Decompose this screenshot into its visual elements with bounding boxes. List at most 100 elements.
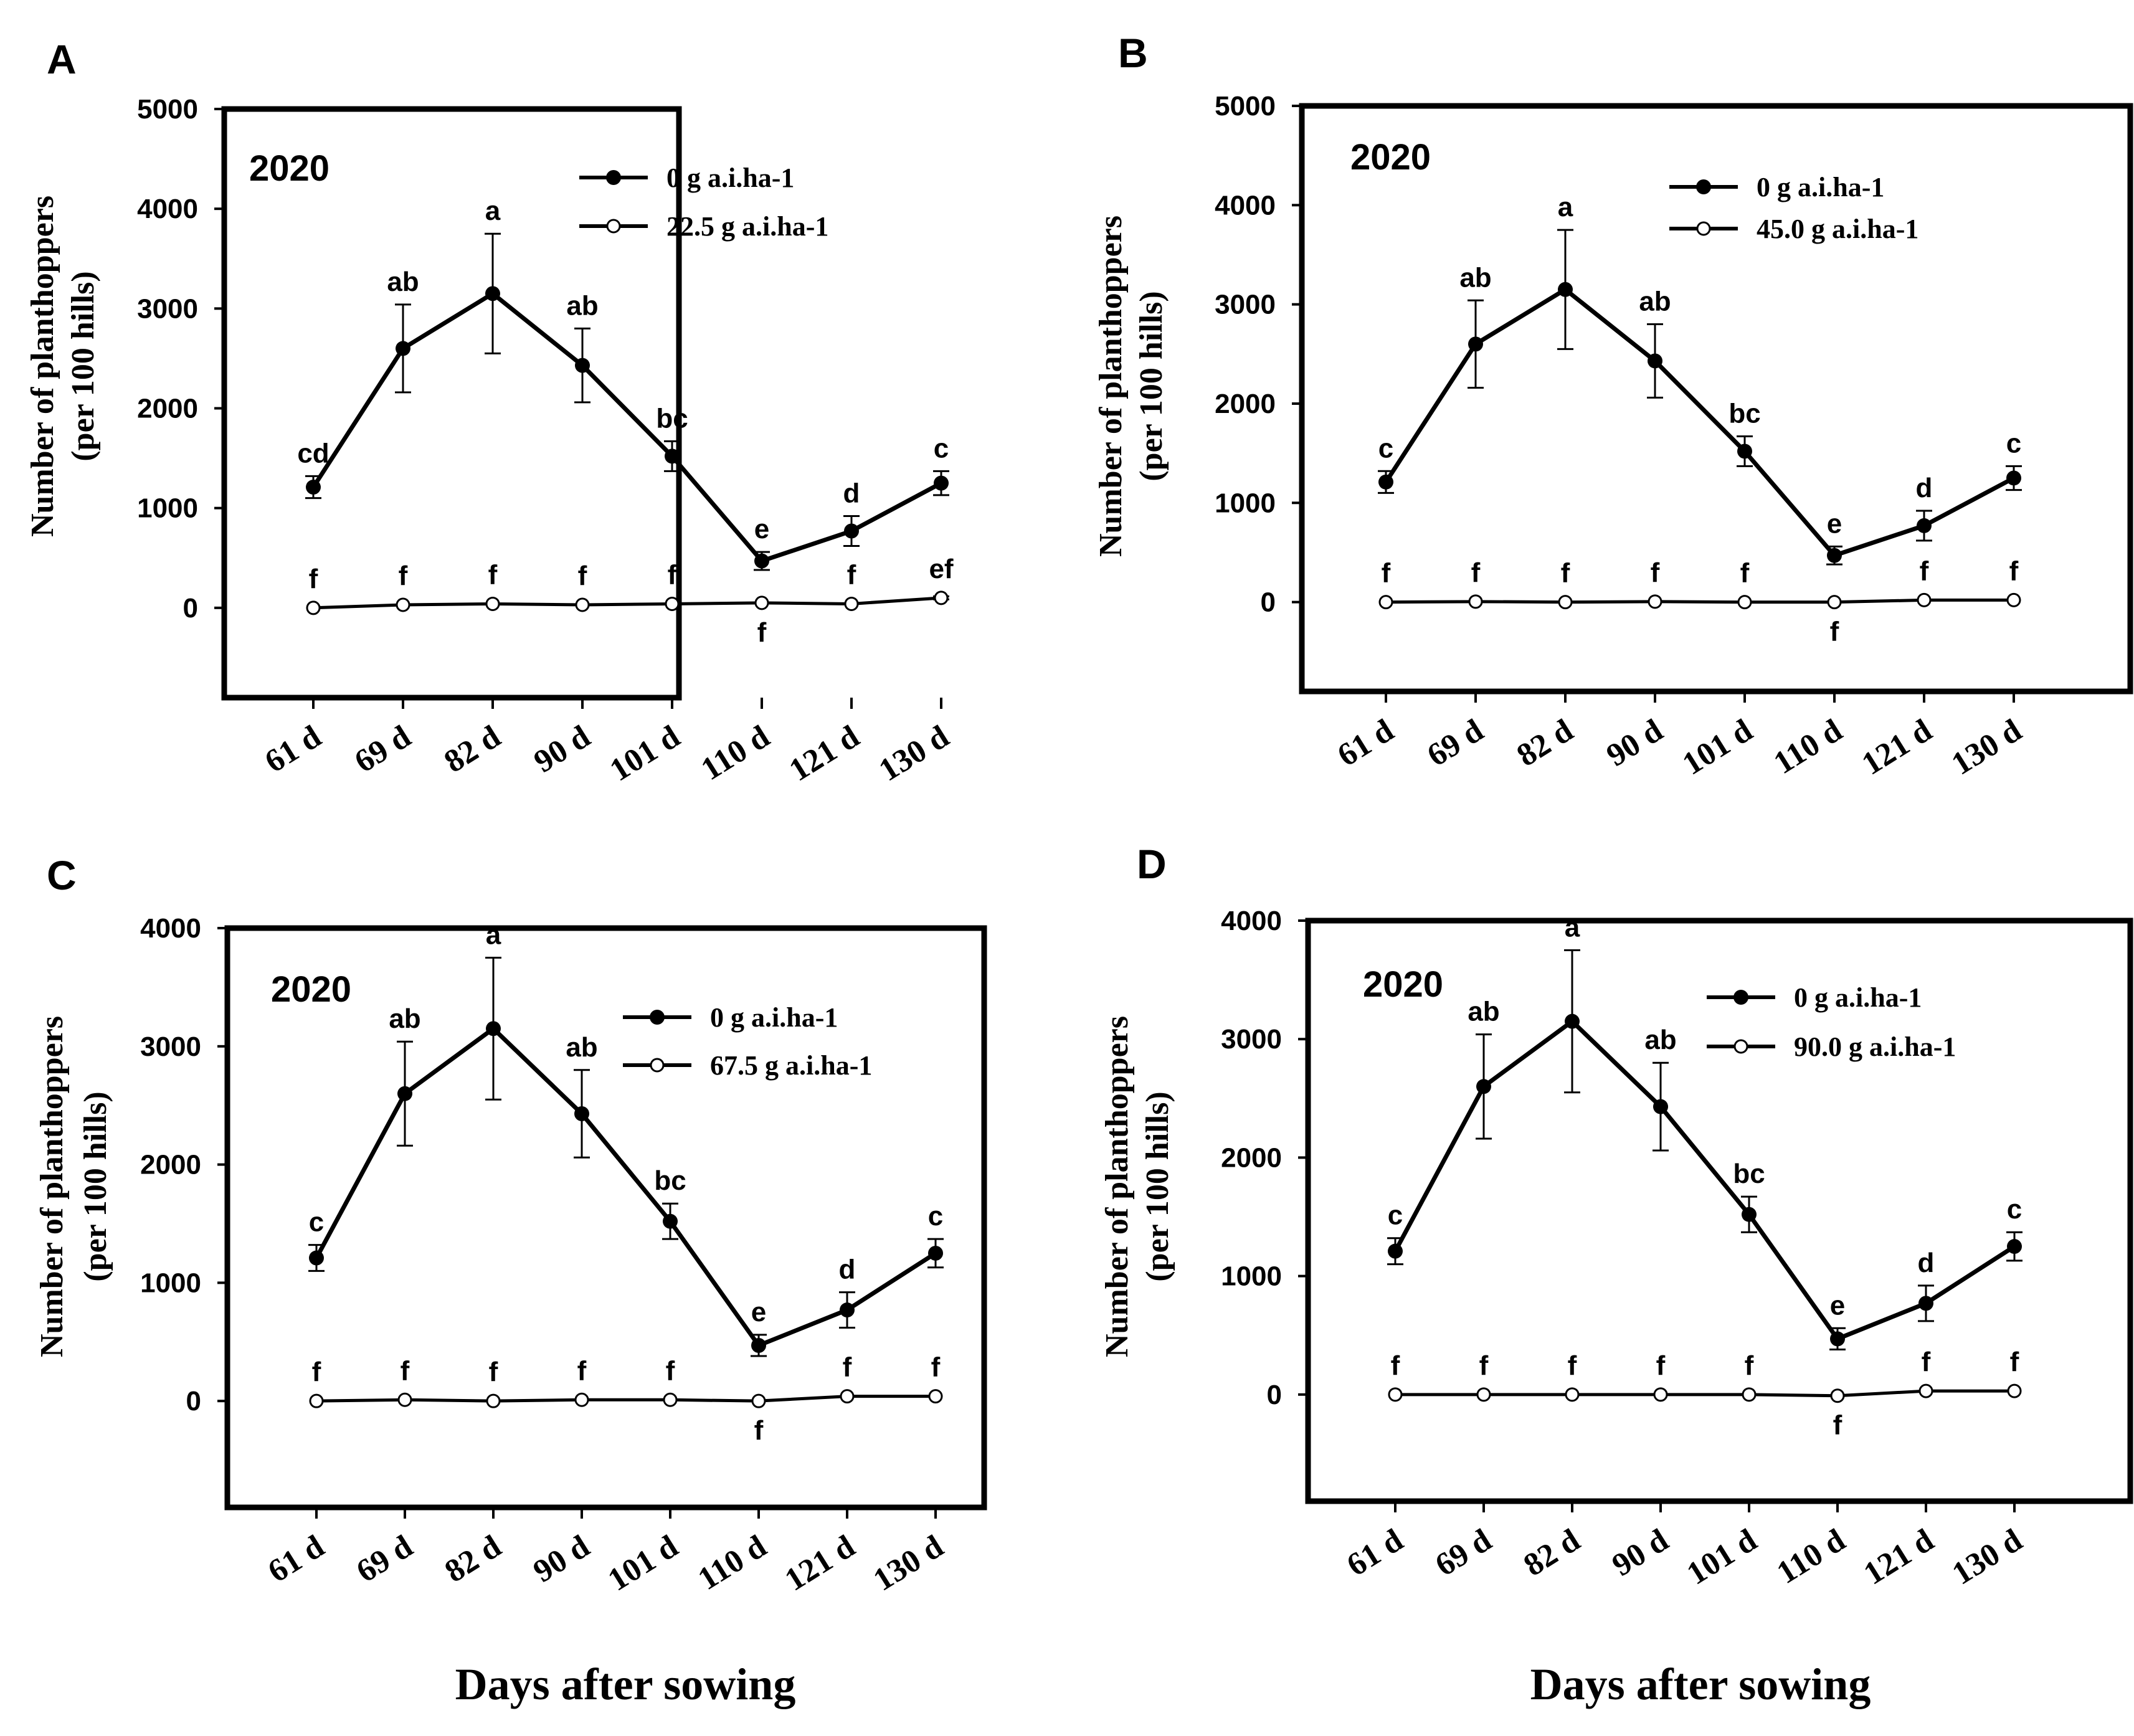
significance-letter: c xyxy=(2006,428,2021,458)
x-tick-label: 61 d xyxy=(262,1529,331,1590)
plot-frame xyxy=(224,925,987,1511)
series-line-control xyxy=(314,1025,937,1349)
data-point-open xyxy=(1917,592,1932,607)
y-tick-label: 1000 xyxy=(1221,1261,1282,1292)
y-tick-label: 2000 xyxy=(1215,389,1276,419)
significance-letter: a xyxy=(486,919,501,950)
series-line-treatment xyxy=(316,1395,936,1403)
data-point-filled xyxy=(1742,1207,1757,1222)
chart-panel-a: A 0 1000 2000 3000 4000 5000 61 d 69 d 82 d 90 d 10… xyxy=(25,36,955,789)
x-tick-label: 69 d xyxy=(349,719,417,780)
significance-letter: e xyxy=(1827,508,1842,539)
x-tick-label: 130 d xyxy=(1945,713,2027,782)
x-tick-label: 101 d xyxy=(602,1529,684,1598)
significance-letter: d xyxy=(839,1255,856,1285)
data-point-filled xyxy=(2007,1239,2022,1255)
data-point-filled xyxy=(1558,282,1573,297)
chart-panel-b: B 0 1000 2000 3000 4000 5000 61 d 69 d 82 d 90 d 10… xyxy=(1093,30,2133,782)
data-point-filled xyxy=(1648,353,1662,369)
significance-letter: ab xyxy=(1639,287,1671,317)
significance-letter: bc xyxy=(1729,399,1760,429)
legend-marker-filled xyxy=(1696,179,1711,194)
data-point-open xyxy=(397,1392,412,1407)
data-point-open xyxy=(665,596,680,611)
significance-letter: f xyxy=(1382,558,1391,589)
legend-label: 67.5 g a.i.ha-1 xyxy=(710,1050,872,1081)
data-point-open xyxy=(1918,1383,1933,1398)
y-tick-label: 0 xyxy=(186,1386,201,1416)
y-axis-title: Number of planthoppers xyxy=(34,1016,70,1357)
significance-letter: cd xyxy=(297,438,329,468)
x-tick-label: 121 d xyxy=(1856,713,1938,782)
legend-marker-open xyxy=(606,219,621,234)
significance-letter: bc xyxy=(654,1165,686,1196)
data-point-open xyxy=(2006,592,2021,607)
data-point-filled xyxy=(1476,1079,1491,1094)
panel-letter: D xyxy=(1137,841,1167,887)
data-point-open xyxy=(485,596,500,611)
data-point-open xyxy=(2007,1383,2022,1398)
significance-letter: c xyxy=(2007,1194,2022,1225)
significance-letter: f xyxy=(1922,1347,1931,1377)
y-tick-label: 4000 xyxy=(1215,190,1276,221)
x-tick-label: 61 d xyxy=(1341,1522,1410,1583)
data-point-open xyxy=(309,1393,324,1408)
y-axis-subtitle: (per 100 hills) xyxy=(1140,1091,1175,1281)
significance-letter: ab xyxy=(1644,1025,1676,1055)
significance-letter: ab xyxy=(1468,997,1499,1027)
significance-letter: e xyxy=(754,514,769,544)
data-point-filled xyxy=(928,1245,943,1261)
significance-letter: f xyxy=(1471,557,1481,588)
data-point-filled xyxy=(397,1086,412,1101)
y-tick-label: 4000 xyxy=(137,194,198,224)
data-point-open xyxy=(1648,594,1662,609)
data-point-open xyxy=(1653,1387,1668,1402)
data-point-open xyxy=(1388,1387,1403,1402)
series-line-treatment xyxy=(1385,598,2014,604)
legend-label: 0 g a.i.ha-1 xyxy=(710,1002,838,1033)
data-point-filled xyxy=(1565,1013,1580,1029)
plot-frame xyxy=(1305,918,2133,1504)
significance-letter: f xyxy=(847,559,856,590)
y-tick-label: 0 xyxy=(183,593,198,624)
data-point-filled xyxy=(663,1213,678,1229)
y-axis-subtitle: (per 100 hills) xyxy=(65,271,101,461)
y-tick-label: 1000 xyxy=(140,1268,201,1298)
series-line-control xyxy=(1393,1018,2016,1342)
significance-letter: f xyxy=(401,1355,410,1386)
data-point-filled xyxy=(1917,518,1932,533)
series-line-control xyxy=(1384,287,2015,558)
significance-letter: ab xyxy=(566,1032,597,1063)
x-tick-label: 69 d xyxy=(351,1529,419,1590)
data-point-open xyxy=(575,597,590,612)
x-axis-title-right: Days after sowing xyxy=(1530,1659,1871,1709)
data-point-filled xyxy=(306,480,321,495)
data-point-filled xyxy=(1830,1331,1845,1347)
data-point-filled xyxy=(1388,1243,1403,1259)
x-tick-label: 110 d xyxy=(692,1529,773,1597)
data-point-open xyxy=(1378,595,1393,610)
data-point-open xyxy=(1468,594,1483,609)
panel-letter: A xyxy=(47,36,77,82)
significance-letter: a xyxy=(485,196,501,226)
y-tick-label: 3000 xyxy=(137,293,198,324)
x-tick-label: 69 d xyxy=(1430,1522,1498,1583)
data-point-filled xyxy=(574,1106,589,1121)
year-label: 2020 xyxy=(249,148,330,189)
data-point-filled xyxy=(1653,1099,1668,1114)
significance-letter: c xyxy=(1378,433,1393,463)
data-point-open xyxy=(754,595,769,610)
significance-letter: f xyxy=(754,1415,764,1446)
significance-letter: f xyxy=(2009,556,2019,586)
significance-letter: f xyxy=(578,561,587,591)
x-tick-label: 121 d xyxy=(1857,1522,1940,1592)
x-tick-label: 90 d xyxy=(1606,1522,1675,1583)
significance-letter: f xyxy=(757,617,767,648)
significance-letter: c xyxy=(934,433,949,463)
y-tick-label: 1000 xyxy=(1215,488,1276,518)
y-tick-label: 0 xyxy=(1261,587,1276,618)
significance-letter: f xyxy=(1740,558,1750,589)
data-point-open xyxy=(663,1392,678,1407)
data-point-open xyxy=(574,1392,589,1407)
data-point-open xyxy=(1737,595,1752,610)
